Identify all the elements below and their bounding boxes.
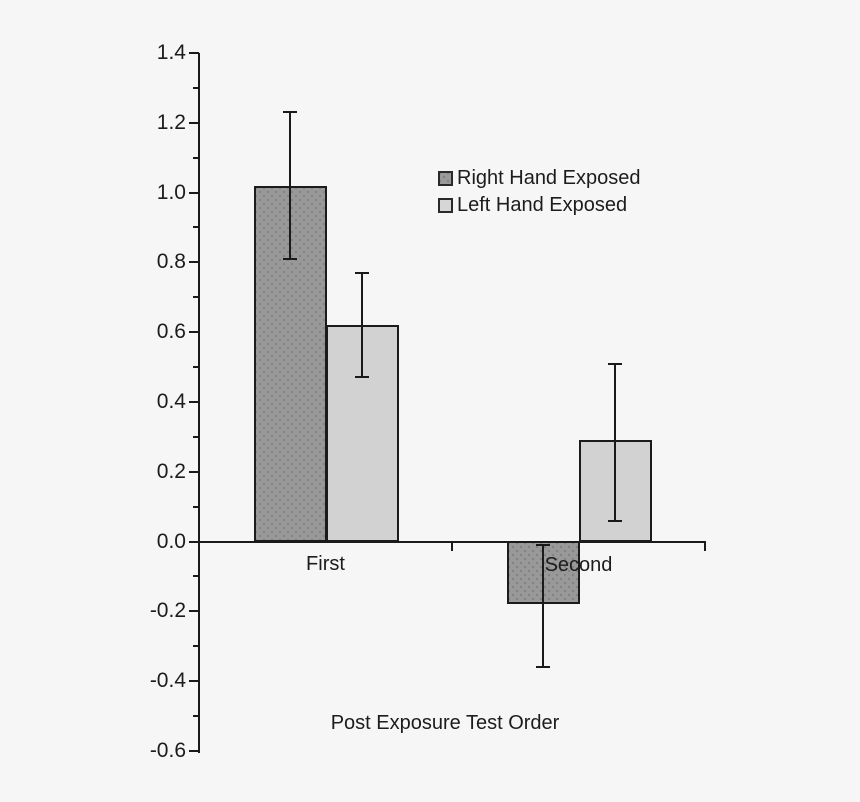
y-axis-major-tick — [189, 749, 199, 752]
y-axis-major-tick — [189, 121, 199, 124]
y-axis-major-tick — [189, 470, 199, 473]
legend-swatch-left-hand-icon — [438, 198, 453, 213]
y-axis-tick-label: 1.2 — [156, 110, 186, 134]
y-axis-major-tick — [189, 331, 199, 334]
y-axis-minor-tick — [193, 226, 199, 229]
category-label-second: Second — [544, 554, 613, 576]
error-bar-right-hand-exposed-first-top-cap — [283, 111, 297, 114]
legend-label-left-hand: Left Hand Exposed — [457, 194, 628, 216]
error-bar-right-hand-exposed-second-bottom-cap — [536, 666, 550, 669]
y-axis-major-tick — [189, 400, 199, 403]
legend-label-right-hand: Right Hand Exposed — [457, 167, 641, 189]
bar-right-hand-exposed-first — [253, 185, 327, 543]
y-axis-major-tick — [189, 261, 199, 264]
y-axis-major-tick — [189, 680, 199, 683]
y-axis-tick-label: 1.0 — [156, 180, 186, 204]
y-axis-major-tick — [189, 191, 199, 194]
y-axis-tick-label: 0.6 — [156, 320, 186, 344]
error-bar-right-hand-exposed-second-top-cap — [536, 543, 550, 546]
legend: Right Hand Exposed Left Hand Exposed — [438, 166, 640, 218]
y-axis-minor-tick — [193, 156, 199, 159]
y-axis-tick-label: 1.4 — [156, 40, 186, 64]
x-axis-end-tick — [704, 542, 706, 551]
error-bar-left-hand-exposed-first — [361, 272, 363, 378]
x-axis — [198, 540, 706, 543]
y-axis-minor-tick — [193, 296, 199, 299]
y-axis-tick-label: -0.4 — [149, 669, 186, 693]
error-bar-left-hand-exposed-first-top-cap — [355, 271, 369, 274]
y-axis-major-tick — [189, 540, 199, 543]
legend-swatch-right-hand-icon — [438, 171, 453, 186]
y-axis-minor-tick — [193, 86, 199, 89]
error-bar-right-hand-exposed-first — [289, 112, 291, 259]
y-axis-tick-label: 0.2 — [156, 459, 186, 483]
x-axis-title: Post Exposure Test Order — [330, 712, 560, 734]
error-bar-left-hand-exposed-second-top-cap — [608, 362, 622, 365]
y-axis — [198, 52, 200, 753]
y-axis-tick-label: -0.2 — [149, 599, 186, 623]
y-axis-minor-tick — [193, 575, 199, 578]
error-bar-left-hand-exposed-second — [614, 363, 616, 521]
x-axis-category-tick — [451, 542, 453, 551]
y-axis-tick-label: 0.4 — [156, 389, 186, 413]
error-bar-right-hand-exposed-second — [542, 544, 544, 668]
y-axis-major-tick — [189, 51, 199, 54]
y-axis-minor-tick — [193, 505, 199, 508]
y-axis-minor-tick — [193, 366, 199, 368]
y-axis-tick-label: 0.0 — [156, 529, 186, 553]
error-bar-left-hand-exposed-first-bottom-cap — [355, 376, 369, 379]
y-axis-major-tick — [189, 610, 199, 613]
y-axis-minor-tick — [193, 435, 199, 438]
y-axis-minor-tick — [193, 715, 199, 717]
legend-item-right-hand: Right Hand Exposed — [438, 166, 640, 191]
y-axis-tick-label: 0.8 — [156, 250, 186, 274]
y-axis-tick-label: -0.6 — [149, 738, 186, 762]
error-bar-left-hand-exposed-second-bottom-cap — [608, 519, 622, 522]
error-bar-right-hand-exposed-first-bottom-cap — [283, 257, 297, 260]
category-label-first: First — [306, 553, 345, 575]
y-axis-minor-tick — [193, 645, 199, 648]
legend-item-left-hand: Left Hand Exposed — [438, 193, 640, 218]
